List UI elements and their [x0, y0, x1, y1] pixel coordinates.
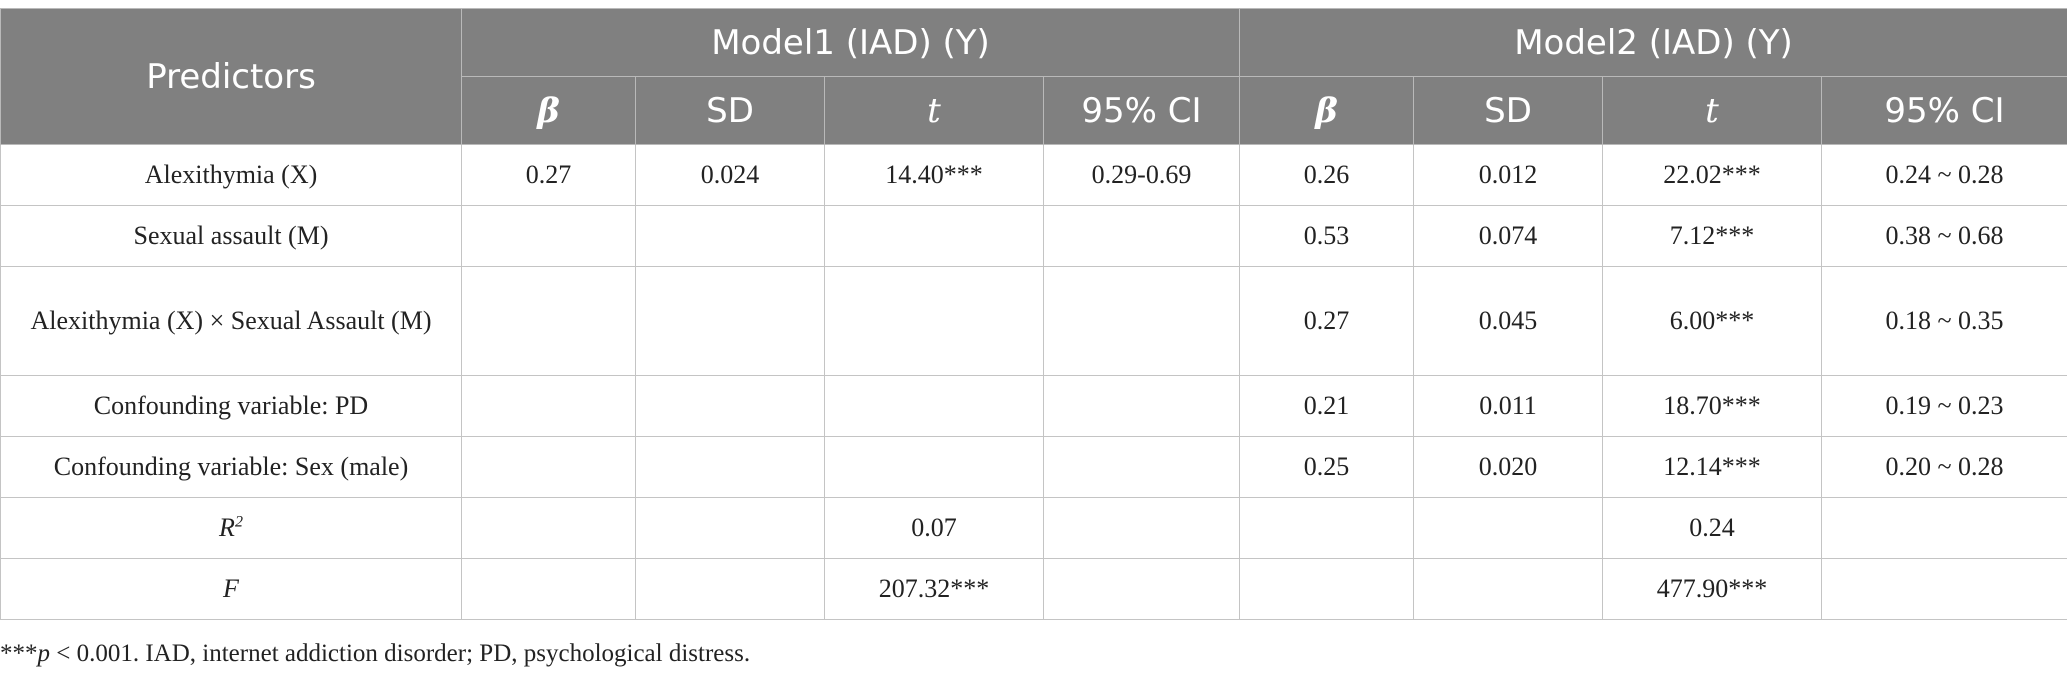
cell: 0.020 [1413, 436, 1603, 498]
cell [1043, 266, 1240, 376]
cell: 0.25 [1239, 436, 1414, 498]
cell: 0.38 ~ 0.68 [1821, 205, 2067, 267]
footnote-stars: *** [0, 640, 38, 667]
cell [824, 205, 1044, 267]
header-ci: 95% CI [1821, 76, 2067, 145]
cell [461, 266, 636, 376]
cell: 0.53 [1239, 205, 1414, 267]
cell [824, 375, 1044, 437]
row-label-r2: R2 [0, 497, 462, 559]
cell [824, 266, 1044, 376]
cell: 477.90*** [1602, 558, 1822, 620]
cell [461, 205, 636, 267]
cell [635, 205, 825, 267]
cell: 0.29-0.69 [1043, 144, 1240, 206]
header-predictors: Predictors [0, 8, 462, 145]
cell: 0.24 [1602, 497, 1822, 559]
cell [461, 436, 636, 498]
table-footnote: ***p < 0.001. IAD, internet addiction di… [0, 640, 750, 668]
header-beta: β [1239, 76, 1414, 145]
row-label-f: F [0, 558, 462, 620]
cell: 7.12*** [1602, 205, 1822, 267]
row-label: Alexithymia (X) [0, 144, 462, 206]
row-label: Alexithymia (X) × Sexual Assault (M) [0, 266, 462, 376]
row-label: Sexual assault (M) [0, 205, 462, 267]
cell [1043, 436, 1240, 498]
header-model2: Model2 (IAD) (Y) [1239, 8, 2067, 77]
cell: 0.27 [1239, 266, 1414, 376]
header-model1: Model1 (IAD) (Y) [461, 8, 1240, 77]
cell: 12.14*** [1602, 436, 1822, 498]
row-label: Confounding variable: PD [0, 375, 462, 437]
cell: 22.02*** [1602, 144, 1822, 206]
cell: 0.07 [824, 497, 1044, 559]
cell: 0.20 ~ 0.28 [1821, 436, 2067, 498]
cell: 0.21 [1239, 375, 1414, 437]
cell: 0.27 [461, 144, 636, 206]
header-ci: 95% CI [1043, 76, 1240, 145]
cell: 0.18 ~ 0.35 [1821, 266, 2067, 376]
cell: 0.24 ~ 0.28 [1821, 144, 2067, 206]
table-row-r2: R2 0.07 0.24 [0, 497, 2067, 559]
cell: 18.70*** [1602, 375, 1822, 437]
row-label: Confounding variable: Sex (male) [0, 436, 462, 498]
cell [1043, 205, 1240, 267]
table-row-f: F 207.32*** 477.90*** [0, 558, 2067, 620]
cell [461, 375, 636, 437]
header-sd: SD [1413, 76, 1603, 145]
table-row: Confounding variable: Sex (male) 0.25 0.… [0, 436, 2067, 498]
table-row: Confounding variable: PD 0.21 0.011 18.7… [0, 375, 2067, 437]
cell [1043, 375, 1240, 437]
cell: 0.074 [1413, 205, 1603, 267]
regression-table: Predictors Model1 (IAD) (Y) Model2 (IAD)… [0, 8, 2067, 620]
cell: 0.024 [635, 144, 825, 206]
header-beta: β [461, 76, 636, 145]
table-row: Sexual assault (M) 0.53 0.074 7.12*** 0.… [0, 205, 2067, 267]
cell: 0.19 ~ 0.23 [1821, 375, 2067, 437]
table-row: Alexithymia (X) × Sexual Assault (M) 0.2… [0, 266, 2067, 376]
header-t: t [824, 76, 1044, 145]
cell: 14.40*** [824, 144, 1044, 206]
header-t: t [1602, 76, 1822, 145]
table-row: Alexithymia (X) 0.27 0.024 14.40*** 0.29… [0, 144, 2067, 206]
header-sd: SD [635, 76, 825, 145]
cell: 207.32*** [824, 558, 1044, 620]
cell [635, 436, 825, 498]
r2-label-main: R [219, 513, 235, 542]
cell: 0.012 [1413, 144, 1603, 206]
cell: 0.26 [1239, 144, 1414, 206]
footnote-text: < 0.001. IAD, internet addiction disorde… [50, 640, 751, 667]
cell [635, 266, 825, 376]
footnote-p: p [37, 640, 51, 667]
cell: 0.011 [1413, 375, 1603, 437]
cell [824, 436, 1044, 498]
cell: 0.045 [1413, 266, 1603, 376]
r2-label-sup: 2 [234, 513, 243, 531]
cell [635, 375, 825, 437]
cell: 6.00*** [1602, 266, 1822, 376]
